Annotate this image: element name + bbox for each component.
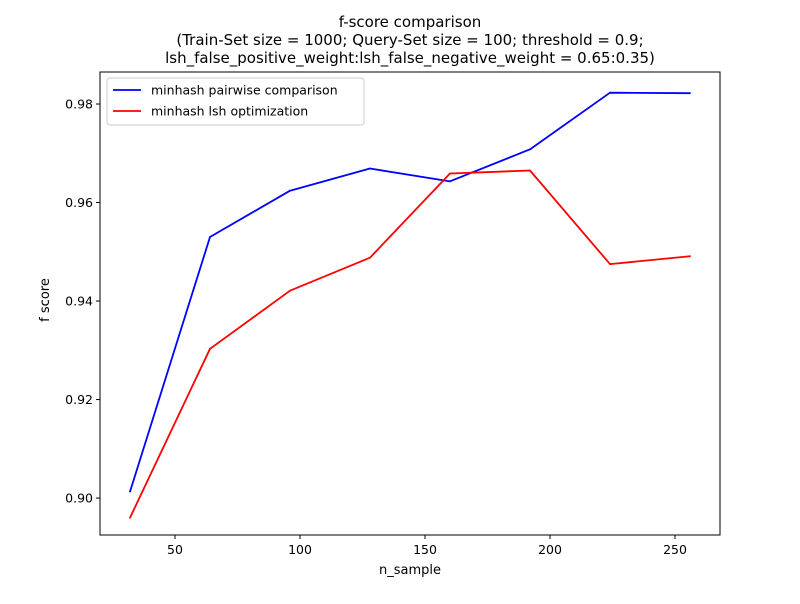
axes-frame bbox=[99, 71, 721, 536]
x-tick-label-0: 50 bbox=[167, 542, 183, 557]
data-point-1-2 bbox=[289, 289, 291, 292]
legend-label-1: minhash lsh optimization bbox=[151, 104, 308, 119]
chart-subtitle-line-2: lsh_false_positive_weight:lsh_false_nega… bbox=[165, 49, 655, 68]
data-point-1-0 bbox=[129, 516, 131, 519]
y-axis-label: f score bbox=[38, 278, 53, 322]
data-point-0-1 bbox=[209, 236, 211, 238]
data-point-0-2 bbox=[289, 189, 291, 192]
data-point-0-6 bbox=[609, 91, 611, 94]
chart-subtitle-line-1: (Train-Set size = 1000; Query-Set size =… bbox=[176, 31, 643, 49]
data-point-1-3 bbox=[369, 256, 371, 259]
chart-title: f-score comparison bbox=[339, 13, 482, 31]
data-point-1-1 bbox=[209, 347, 211, 350]
plot-background bbox=[100, 72, 720, 535]
x-tick-label-3: 200 bbox=[538, 542, 562, 557]
x-tick-label-4: 250 bbox=[663, 542, 687, 557]
y-tick-label-1: 0.92 bbox=[65, 392, 93, 407]
x-tick-label-2: 150 bbox=[413, 542, 437, 557]
data-point-0-0 bbox=[129, 490, 131, 493]
y-tick-label-0: 0.90 bbox=[65, 491, 93, 506]
data-point-0-5 bbox=[529, 148, 531, 151]
legend: minhash pairwise comparison minhash lsh o… bbox=[106, 77, 365, 126]
y-tick-label-2: 0.94 bbox=[65, 294, 93, 309]
data-point-1-5 bbox=[529, 169, 531, 172]
series-line-0 bbox=[129, 91, 691, 492]
series-layer bbox=[129, 91, 691, 519]
axes-layer: 50 100 150 200 250 0.90 0.92 0.94 0.96 0.98 bbox=[65, 71, 721, 557]
y-tick-label-3: 0.96 bbox=[65, 195, 93, 210]
data-point-1-7 bbox=[689, 255, 691, 258]
chart-title-block: f-score comparison (Train-Set size = 100… bbox=[165, 13, 655, 68]
data-point-1-6 bbox=[609, 263, 611, 265]
data-point-0-7 bbox=[689, 92, 691, 95]
data-point-1-4 bbox=[449, 172, 451, 175]
x-tick-label-1: 100 bbox=[288, 542, 312, 557]
data-point-0-3 bbox=[369, 167, 371, 170]
plot-area bbox=[100, 72, 720, 535]
x-axis-label: n_sample bbox=[379, 563, 441, 578]
data-point-0-4 bbox=[449, 180, 451, 183]
y-tick-label-4: 0.98 bbox=[65, 97, 93, 112]
legend-box bbox=[106, 77, 365, 126]
series-line-1 bbox=[129, 169, 691, 519]
legend-label-0: minhash pairwise comparison bbox=[151, 83, 338, 98]
